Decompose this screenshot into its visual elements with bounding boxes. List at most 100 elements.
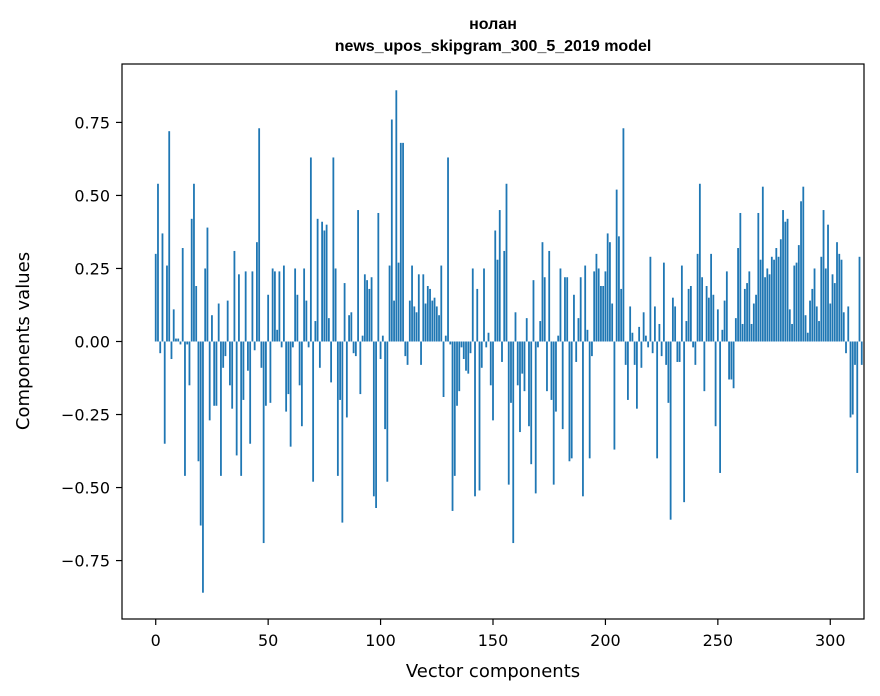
bar-component-85 bbox=[345, 341, 348, 418]
bar-component-41 bbox=[247, 341, 249, 371]
bar-component-105 bbox=[390, 119, 393, 342]
bar-component-102 bbox=[384, 341, 386, 430]
bar-component-163 bbox=[521, 341, 524, 374]
bar-component-133 bbox=[453, 341, 456, 476]
bar-component-4 bbox=[163, 341, 166, 444]
bar-component-193 bbox=[588, 341, 591, 459]
x-axis: 0 50 100 150 200 250 300 bbox=[151, 619, 846, 650]
bar-component-205 bbox=[615, 189, 618, 342]
bar-component-83 bbox=[341, 341, 344, 523]
bar-component-183 bbox=[566, 277, 569, 342]
bar-component-224 bbox=[658, 323, 661, 342]
bar-component-276 bbox=[775, 248, 778, 342]
bar-component-88 bbox=[352, 341, 355, 354]
bar-component-254 bbox=[725, 271, 728, 342]
bar-component-100 bbox=[379, 341, 382, 360]
bar-component-78 bbox=[330, 341, 333, 383]
bar-component-108 bbox=[397, 262, 400, 342]
bar-component-40 bbox=[244, 271, 247, 342]
bar-component-47 bbox=[260, 341, 263, 368]
bar-component-187 bbox=[575, 341, 578, 362]
bar-component-201 bbox=[606, 233, 609, 342]
bar-component-115 bbox=[413, 306, 416, 342]
bar-component-256 bbox=[730, 341, 733, 380]
bar-component-141 bbox=[471, 268, 474, 342]
y-axis-label: Components values bbox=[13, 252, 34, 430]
bar-component-129 bbox=[444, 335, 447, 342]
bar-component-104 bbox=[388, 265, 391, 342]
bar-component-267 bbox=[755, 294, 757, 342]
y-tick-label: 0.00 bbox=[74, 333, 110, 352]
bar-component-172 bbox=[541, 242, 544, 342]
bar-component-310 bbox=[851, 341, 854, 415]
bar-component-192 bbox=[586, 329, 589, 342]
bar-component-275 bbox=[773, 259, 775, 342]
bar-component-302 bbox=[833, 283, 836, 342]
bar-component-17 bbox=[193, 183, 195, 342]
bar-component-26 bbox=[213, 341, 216, 406]
bar-component-231 bbox=[674, 306, 677, 342]
bar-component-153 bbox=[498, 210, 501, 342]
chart-subtitle: news_upos_skipgram_300_5_2019 model bbox=[335, 38, 652, 55]
bar-component-86 bbox=[348, 315, 350, 342]
bar-component-29 bbox=[220, 341, 222, 476]
bar-component-245 bbox=[705, 286, 708, 342]
y-tick-label: −0.75 bbox=[61, 552, 110, 571]
bar-component-159 bbox=[512, 341, 515, 544]
bar-component-198 bbox=[600, 286, 602, 342]
bar-component-112 bbox=[406, 341, 409, 365]
bar-component-150 bbox=[492, 341, 494, 421]
bar-component-166 bbox=[528, 341, 530, 427]
bar-component-154 bbox=[501, 341, 503, 362]
bar-component-226 bbox=[662, 262, 665, 342]
y-axis: −0.75 −0.50 −0.25 0.00 0.25 0.50 0.75 bbox=[61, 113, 122, 571]
bar-component-157 bbox=[507, 341, 510, 485]
bar-component-1 bbox=[157, 183, 159, 342]
bar-component-295 bbox=[818, 321, 820, 342]
x-tick-label: 0 bbox=[151, 631, 161, 650]
bar-component-270 bbox=[761, 186, 764, 342]
bar-component-148 bbox=[487, 332, 490, 342]
bar-component-94 bbox=[366, 280, 368, 342]
bar-component-229 bbox=[669, 341, 672, 520]
bar-component-19 bbox=[197, 341, 200, 462]
bar-component-290 bbox=[806, 332, 809, 342]
bar-component-237 bbox=[687, 288, 690, 342]
bar-component-97 bbox=[372, 341, 375, 497]
bar-component-169 bbox=[534, 341, 537, 494]
bar-component-301 bbox=[831, 274, 834, 342]
bar-component-311 bbox=[854, 341, 856, 365]
bar-component-210 bbox=[627, 341, 629, 400]
bar-component-5 bbox=[166, 265, 168, 342]
bar-component-182 bbox=[564, 277, 566, 342]
bar-component-57 bbox=[282, 265, 285, 342]
x-tick-label: 300 bbox=[815, 631, 846, 650]
bar-component-124 bbox=[433, 297, 436, 342]
bar-component-246 bbox=[707, 297, 710, 342]
bar-component-149 bbox=[489, 341, 492, 386]
y-tick-label: 0.25 bbox=[74, 259, 110, 278]
bar-component-260 bbox=[739, 212, 742, 342]
bar-component-233 bbox=[678, 341, 681, 362]
bar-component-117 bbox=[417, 274, 420, 342]
bar-component-196 bbox=[595, 253, 598, 342]
bar-component-281 bbox=[786, 218, 789, 342]
bar-component-225 bbox=[660, 341, 663, 357]
bar-component-234 bbox=[680, 265, 683, 342]
bar-component-239 bbox=[692, 341, 695, 348]
bar-component-111 bbox=[404, 341, 407, 357]
bar-component-43 bbox=[251, 271, 254, 342]
bar-component-55 bbox=[278, 271, 281, 342]
bar-component-92 bbox=[361, 335, 364, 342]
bar-component-144 bbox=[478, 341, 481, 491]
bar-component-285 bbox=[795, 262, 798, 342]
bar-component-42 bbox=[249, 341, 252, 444]
bar-component-259 bbox=[737, 248, 739, 342]
bar-component-214 bbox=[636, 341, 638, 409]
bar-component-206 bbox=[618, 236, 620, 342]
bar-component-134 bbox=[456, 341, 458, 406]
x-tick-label: 100 bbox=[365, 631, 396, 650]
bar-component-223 bbox=[656, 341, 659, 459]
bar-component-27 bbox=[215, 341, 218, 406]
bar-component-58 bbox=[285, 341, 288, 412]
